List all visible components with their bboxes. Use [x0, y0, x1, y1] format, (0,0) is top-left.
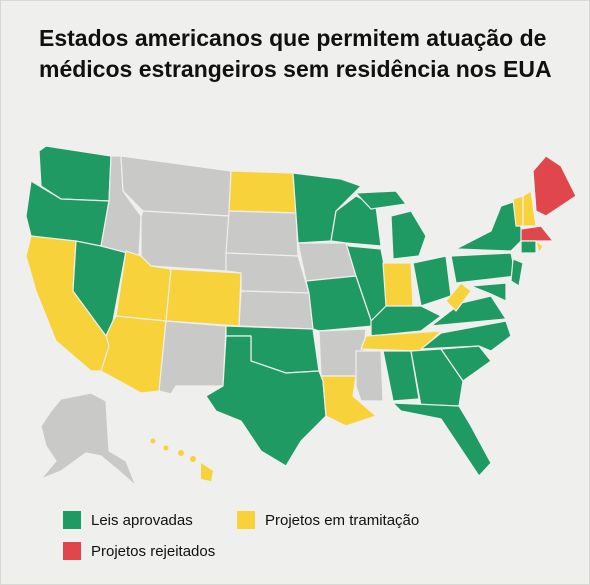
state [360, 330, 442, 352]
state [410, 348, 464, 407]
state [392, 402, 492, 477]
state [140, 210, 230, 272]
legend-item: Leis aprovadas [63, 511, 193, 529]
legend-swatch [237, 511, 255, 529]
state [450, 252, 517, 284]
title: Estados americanos que permitem atuação … [39, 25, 552, 82]
state [455, 200, 524, 252]
state [330, 195, 382, 247]
state [100, 315, 167, 394]
legend-swatch [63, 511, 81, 529]
state [535, 240, 544, 254]
state [355, 350, 384, 402]
state [238, 290, 314, 330]
state [205, 335, 327, 467]
state [382, 350, 420, 402]
state [150, 438, 213, 481]
state [40, 392, 137, 487]
state [390, 210, 427, 260]
state [430, 295, 507, 327]
legend-swatch [63, 542, 81, 560]
state [470, 282, 507, 302]
state [355, 190, 407, 210]
legend-label: Leis aprovadas [91, 511, 193, 529]
legend-item: Projetos rejeitados [63, 542, 215, 560]
state [120, 155, 232, 217]
state [532, 155, 577, 217]
state [510, 258, 524, 287]
legend-item: Projetos em tramitação [237, 511, 419, 529]
state [165, 268, 242, 327]
state [228, 170, 297, 214]
state [158, 320, 227, 395]
state [445, 282, 472, 312]
state [520, 240, 537, 254]
state [522, 190, 537, 227]
states [25, 145, 577, 487]
legend-label: Projetos rejeitados [91, 542, 216, 560]
legend-label: Projetos em tramitação [265, 511, 420, 529]
state [382, 262, 414, 307]
state [520, 225, 554, 242]
state [412, 255, 452, 307]
state [420, 320, 512, 352]
state [225, 210, 299, 257]
